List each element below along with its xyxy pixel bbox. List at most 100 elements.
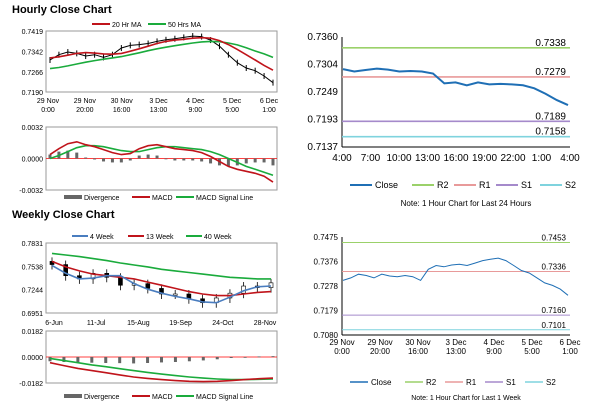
hourly-macd-divergence-bar-18: [209, 158, 213, 164]
hourly-levels-xtick-4-line1: 16:00: [443, 153, 468, 164]
hourly-macd-signal-line: [49, 144, 274, 176]
hourly-levels-legend-s1: S1: [521, 180, 532, 190]
weekly-levels-legend-close: Close: [371, 378, 392, 387]
hourly-macd-divergence-bar-13: [164, 158, 168, 160]
hourly-levels-xtick-6-line1: 22:00: [500, 153, 525, 164]
hourly-levels-level-label-r1: 0.7279: [535, 67, 566, 78]
hourly-levels-ytick-2: 0.7249: [307, 87, 338, 98]
hourly-price-xtick-2-line2: 16:00: [113, 107, 131, 114]
hourly-macd-legend-divergence: Divergence: [84, 195, 120, 202]
hourly-macd-macd-line: [49, 140, 274, 183]
hourly-levels-xtick-1-line1: 7:00: [361, 153, 381, 164]
weekly-macd-chart: 0.0182 0.0000 -0.0182 Divergence MACD MACD Si…: [19, 329, 278, 401]
weekly-macd-divergence-bar-9: [173, 357, 177, 362]
hourly-levels-level-label-s2: 0.7158: [535, 127, 566, 138]
weekly-price-candle-16: [268, 282, 274, 288]
weekly-levels-xtick-6-line2: 1:00: [562, 347, 578, 356]
weekly-macd-divergence-bar-10: [187, 357, 191, 362]
hourly-macd-divergence-bar-3: [75, 152, 79, 159]
weekly-price-candle-9: [172, 293, 178, 296]
weekly-macd-divergence-bar-14: [243, 357, 247, 358]
hourly-price-ma20-line: [49, 36, 274, 71]
weekly-price-xtick-2: 15-Aug: [127, 320, 150, 327]
weekly-macd-legend-divergence: Divergence: [84, 394, 120, 401]
hourly-macd-divergence-bar-12: [155, 155, 159, 159]
hourly-price-frame: [45, 30, 278, 93]
weekly-levels-xtick-4-line1: 4 Dec: [484, 338, 505, 347]
hourly-macd-legend-signal: MACD Signal Line: [196, 195, 253, 202]
hourly-levels-close-line: [342, 67, 569, 107]
weekly-price-legend-13w: 13 Week: [146, 234, 174, 241]
hourly-macd-divergence-bar-7: [110, 158, 114, 163]
hourly-levels-legend-r2: R2: [437, 180, 449, 190]
hourly-macd-ytick-0: 0.0032: [22, 125, 44, 132]
hourly-price-ma50-line: [49, 40, 274, 70]
weekly-macd-ytick-0: 0.0182: [22, 329, 44, 336]
hourly-macd-divergence-bar-17: [200, 158, 204, 162]
weekly-price-candle-1: [63, 264, 68, 276]
weekly-macd-divergence-bar-6: [132, 357, 136, 364]
weekly-levels-xtick-0-line2: 0:00: [334, 347, 350, 356]
hourly-macd-divergence-bar-15: [182, 158, 186, 161]
weekly-macd-macd-line: [49, 361, 274, 383]
hourly-levels-legend-s2: S2: [565, 180, 576, 190]
weekly-levels-xtick-3-line1: 3 Dec: [446, 338, 467, 347]
weekly-price-xtick-3: 19-Sep: [169, 320, 192, 327]
weekly-title: Weekly Close Chart: [12, 209, 115, 221]
weekly-macd-divergence-bar-3: [90, 357, 94, 363]
weekly-levels-xtick-5-line1: 5 Dec: [522, 338, 543, 347]
hourly-price-xtick-6-line2: 1:00: [262, 107, 276, 114]
hourly-levels-level-label-s1: 0.7189: [535, 111, 566, 122]
weekly-macd-legend-signal: MACD Signal Line: [196, 394, 253, 401]
weekly-macd-divergence-bar-16: [271, 356, 275, 357]
weekly-levels-ytick-2: 0.7278: [314, 282, 339, 291]
weekly-macd-divergence-bar-11: [201, 357, 205, 361]
hourly-price-xtick-0-line2: 0:00: [41, 107, 55, 114]
weekly-price-ytick-2: 0.7244: [22, 288, 44, 295]
hourly-macd-divergence-bar-11: [146, 154, 150, 159]
weekly-levels-xtick-3-line2: 13:00: [446, 347, 467, 356]
weekly-levels-xtick-2-line2: 16:00: [408, 347, 429, 356]
weekly-levels-note: Note: 1 Hour Chart for Last 1 Week: [411, 395, 521, 402]
hourly-price-legend-ma20: 20 Hr MA: [112, 22, 142, 29]
hourly-levels-legend-close: Close: [375, 180, 398, 190]
weekly-levels-xtick-4-line2: 9:00: [486, 347, 502, 356]
hourly-macd-divergence-bar-8: [119, 158, 123, 163]
hourly-macd-divergence-bar-24: [262, 158, 266, 163]
weekly-levels-xtick-6-line1: 6 Dec: [560, 338, 581, 347]
hourly-macd-legend-macd: MACD: [152, 195, 173, 202]
weekly-levels-close-line: [342, 257, 569, 296]
hourly-macd-ytick-1: 0.0000: [22, 157, 44, 164]
weekly-levels-xtick-5-line2: 5:00: [524, 347, 540, 356]
weekly-macd-divergence-bar-2: [76, 357, 80, 363]
hourly-price-xtick-3-line1: 3 Dec: [149, 98, 168, 105]
hourly-price-xtick-4-line1: 4 Dec: [186, 98, 205, 105]
weekly-levels-legend-r2: R2: [426, 378, 437, 387]
hourly-price-xtick-5-line1: 5 Dec: [223, 98, 242, 105]
hourly-macd-chart: 0.0032 0.0000 -0.0032 Divergence MACD MACD Si…: [19, 125, 278, 202]
hourly-macd-divergence-bar-25: [271, 158, 275, 166]
weekly-macd-divergence-bar-7: [146, 357, 150, 363]
hourly-macd-divergence-bar-20: [226, 158, 230, 167]
hourly-macd-divergence-bar-9: [128, 158, 132, 161]
weekly-macd-legend-macd: MACD: [152, 394, 173, 401]
hourly-levels-ytick-4: 0.7137: [307, 142, 338, 153]
weekly-levels-xtick-1-line1: 29 Nov: [367, 338, 392, 347]
hourly-macd-divergence-bar-16: [191, 158, 195, 161]
weekly-price-ytick-1: 0.7538: [22, 264, 44, 271]
hourly-macd-divergence-bar-4: [84, 157, 88, 159]
weekly-macd-legend-divergence-swatch: [64, 394, 82, 398]
weekly-macd-divergence-bar-12: [215, 357, 219, 360]
weekly-levels-level-label-s1: 0.7160: [542, 306, 567, 315]
hourly-levels-level-label-r2: 0.7338: [535, 38, 566, 49]
weekly-macd-divergence-bar-13: [229, 357, 233, 358]
hourly-macd-divergence-bar-10: [137, 155, 141, 159]
hourly-price-xtick-2-line1: 30 Nov: [111, 98, 134, 105]
weekly-price-ytick-0: 0.7831: [22, 241, 44, 248]
hourly-levels-ytick-0: 0.7360: [307, 32, 338, 43]
weekly-macd-divergence-bar-5: [118, 357, 122, 364]
weekly-levels-level-label-r2: 0.7453: [542, 233, 567, 242]
